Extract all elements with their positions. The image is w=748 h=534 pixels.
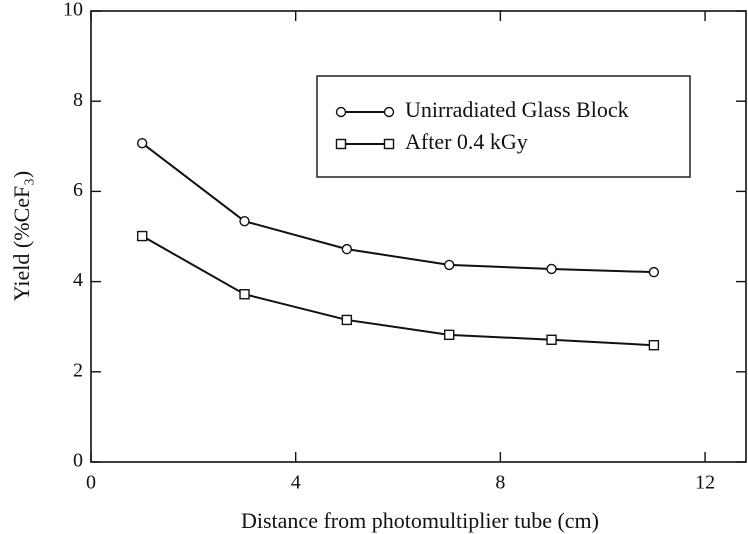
plot-frame xyxy=(90,10,747,463)
x-tick-label: 0 xyxy=(86,472,96,494)
legend-box xyxy=(316,75,691,178)
legend-label: Unirradiated Glass Block xyxy=(405,97,629,122)
legend-label: After 0.4 kGy xyxy=(405,129,528,154)
data-point xyxy=(136,230,148,242)
data-point xyxy=(546,334,557,345)
data-point xyxy=(648,339,660,351)
data-point xyxy=(136,137,148,149)
data-point xyxy=(648,266,660,278)
data-point xyxy=(444,259,455,271)
data-point xyxy=(444,329,455,341)
y-tick-label: 0 xyxy=(73,450,83,472)
y-tick-label: 2 xyxy=(73,359,83,381)
x-tick-label: 12 xyxy=(695,472,715,494)
data-point xyxy=(546,263,557,275)
legend-marker xyxy=(383,138,395,150)
y-tick-label: 6 xyxy=(73,179,83,201)
x-tick-label: 8 xyxy=(495,472,505,494)
data-point xyxy=(239,289,250,300)
y-tick-label: 4 xyxy=(73,269,83,291)
data-point xyxy=(239,215,250,227)
legend-marker xyxy=(335,138,347,150)
legend-marker xyxy=(383,106,395,118)
y-tick-label: 8 xyxy=(73,89,83,111)
data-point xyxy=(341,243,353,255)
series-line xyxy=(141,235,654,347)
data-point xyxy=(341,314,353,326)
legend-marker xyxy=(335,106,347,118)
y-axis-label: Yield (%CeF₃) xyxy=(9,171,34,302)
x-tick-label: 4 xyxy=(291,472,301,494)
x-axis-label: Distance from photomultiplier tube (cm) xyxy=(241,508,599,533)
y-tick-label: 10 xyxy=(63,0,83,21)
series-line xyxy=(141,142,654,274)
